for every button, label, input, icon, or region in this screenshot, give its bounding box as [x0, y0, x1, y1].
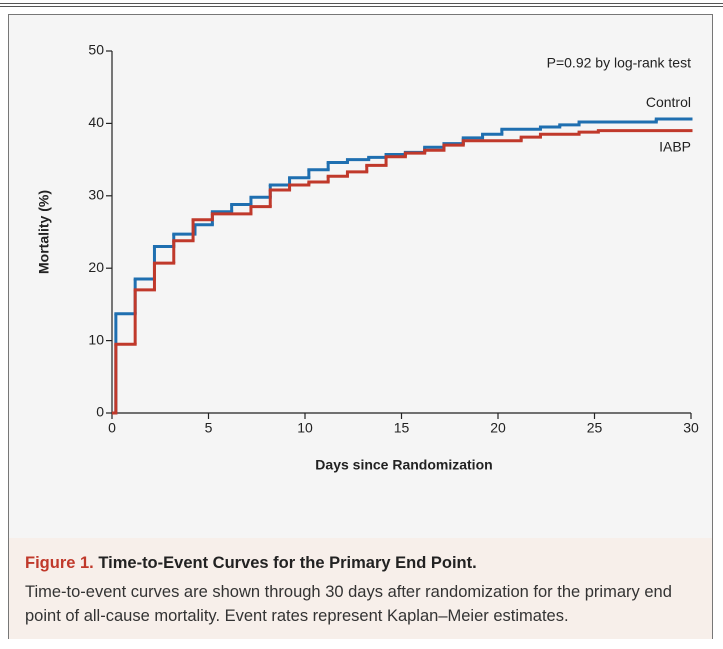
caption-text: Time-to-event curves are shown through 3…	[25, 583, 672, 625]
figure-title: Time-to-Event Curves for the Primary End…	[98, 554, 477, 572]
x-tick-label: 5	[205, 420, 213, 436]
caption-band	[9, 538, 712, 568]
series-label: Control	[646, 94, 691, 110]
x-tick-label: 0	[108, 420, 116, 436]
y-tick-label: 50	[88, 42, 104, 58]
x-tick-label: 10	[297, 420, 313, 436]
y-tick-label: 30	[88, 187, 104, 203]
x-axis-title: Days since Randomization	[315, 457, 492, 473]
y-axis-title: Mortality (%)	[36, 190, 52, 274]
series-label: IABP	[659, 138, 691, 154]
y-tick-label: 40	[88, 114, 104, 130]
rule	[0, 6, 723, 7]
chart: P=0.92 by log-rank test Days since Rando…	[36, 42, 699, 473]
x-tick-label: 30	[683, 420, 699, 436]
caption-heading: Figure 1. Time-to-Event Curves for the P…	[25, 554, 477, 573]
y-tick-label: 10	[88, 331, 104, 347]
rule	[0, 3, 723, 4]
figure-label: Figure 1.	[25, 554, 94, 572]
caption: Figure 1. Time-to-Event Curves for the P…	[9, 538, 712, 639]
x-tick-label: 15	[394, 420, 410, 436]
annotation: P=0.92 by log-rank test	[547, 55, 691, 71]
figure-frame: P=0.92 by log-rank test Days since Rando…	[8, 14, 713, 639]
x-tick-label: 25	[587, 420, 603, 436]
x-tick-label: 20	[490, 420, 506, 436]
y-tick-label: 0	[96, 404, 104, 420]
y-tick-label: 20	[88, 259, 104, 275]
